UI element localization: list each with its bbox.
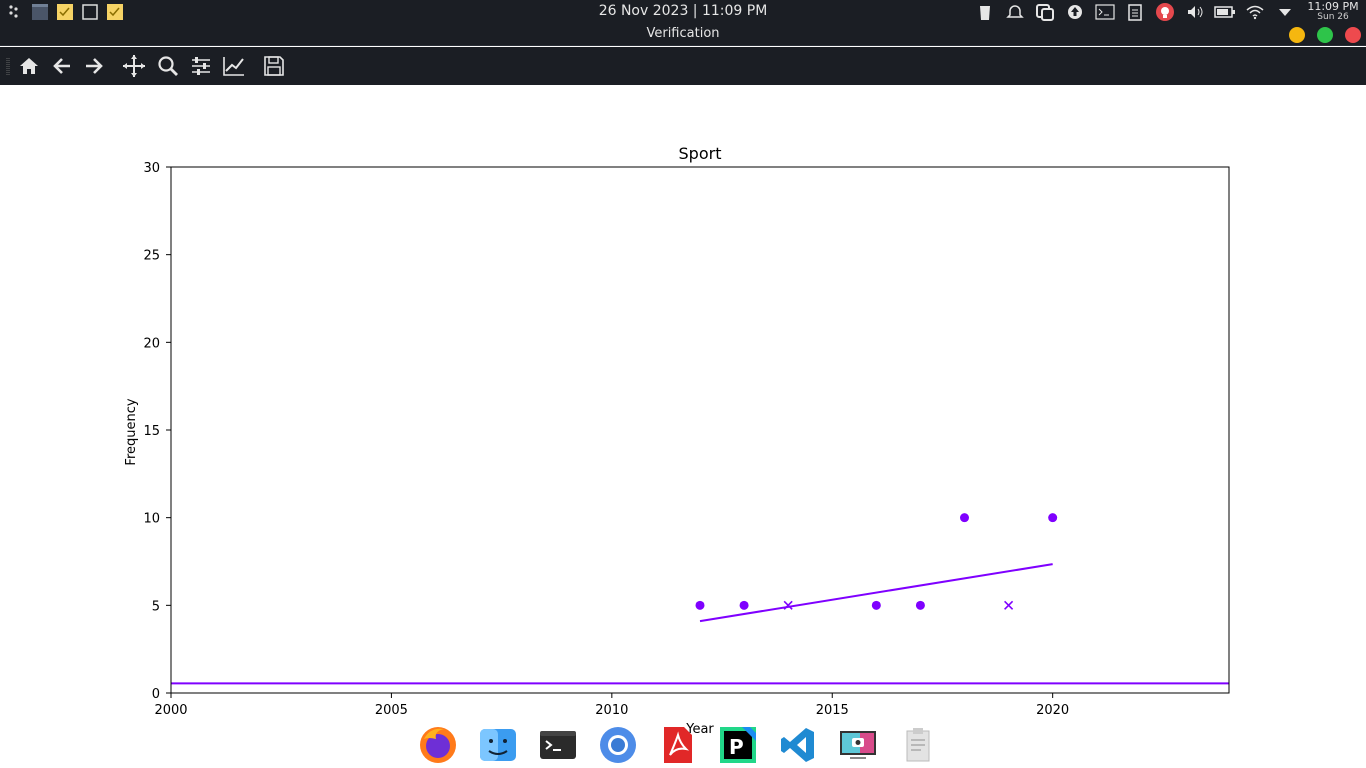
x-tick-label: 2010 — [595, 703, 628, 718]
zoom-icon[interactable] — [155, 53, 181, 79]
chart: Sport Year Frequency 2000 2005 2010 2015 202… — [124, 144, 1230, 737]
svg-text:P: P — [729, 735, 744, 759]
pdf-reader-icon[interactable] — [658, 725, 698, 765]
home-icon[interactable] — [16, 53, 42, 79]
configure-subplots-icon[interactable] — [188, 53, 214, 79]
forward-arrow-icon[interactable] — [81, 53, 107, 79]
terminal-icon[interactable] — [538, 725, 578, 765]
x-tick-label: 2015 — [816, 703, 849, 718]
pycharm-icon[interactable]: P — [718, 725, 758, 765]
maximize-button[interactable] — [1317, 27, 1333, 43]
volume-icon[interactable] — [1184, 2, 1206, 22]
firefox-icon[interactable] — [418, 725, 458, 765]
x-axis-label: Year — [685, 722, 714, 737]
window-icon[interactable] — [80, 2, 100, 22]
file-manager-icon[interactable] — [478, 725, 518, 765]
close-button[interactable] — [1345, 27, 1361, 43]
trash-icon[interactable] — [974, 2, 996, 22]
panel-clock-date: Sun 26 — [1317, 11, 1349, 22]
terminal-tray-icon[interactable] — [1094, 2, 1116, 22]
y-tick-label: 0 — [152, 687, 160, 702]
panel-clock[interactable]: 11:09 PM Sun 26 — [1304, 0, 1362, 22]
sticky-note-icon[interactable] — [105, 2, 125, 22]
toolbar-grip-icon[interactable] — [6, 58, 10, 76]
y-tick-label: 30 — [143, 161, 160, 176]
battery-icon[interactable] — [1214, 2, 1236, 22]
window-title: Verification — [646, 26, 720, 41]
y-axis-label: Frequency — [124, 398, 139, 465]
clipboard-icon[interactable] — [898, 725, 938, 765]
task-window-icon[interactable] — [30, 2, 50, 22]
plot-frame — [170, 166, 1230, 694]
data-point — [739, 600, 749, 610]
y-tick-label: 10 — [143, 512, 160, 527]
data-point — [695, 600, 705, 610]
caffeine-icon[interactable] — [1154, 2, 1176, 22]
chromium-icon[interactable] — [598, 725, 638, 765]
y-tick-label: 5 — [152, 599, 160, 614]
dock: P — [418, 722, 948, 768]
plot-toolbar — [0, 47, 1366, 85]
edit-axis-icon[interactable] — [221, 53, 247, 79]
y-tick-label: 15 — [143, 424, 160, 439]
data-point-x — [1004, 600, 1014, 610]
sticky-note-icon[interactable] — [55, 2, 75, 22]
wifi-icon[interactable] — [1244, 2, 1266, 22]
data-point-x — [783, 600, 793, 610]
figure-canvas[interactable]: Sport Year Frequency 2000 2005 2010 2015 202… — [0, 85, 1366, 768]
panel-datetime[interactable]: 26 Nov 2023 | 11:09 PM — [598, 3, 768, 19]
alarm-icon[interactable] — [1004, 2, 1026, 22]
data-point — [960, 513, 969, 523]
pan-icon[interactable] — [121, 53, 147, 79]
sync-icon[interactable] — [1034, 2, 1056, 22]
panel-clock-time: 11:09 PM — [1307, 0, 1359, 13]
clipboard-tray-icon[interactable] — [1124, 2, 1146, 22]
y-tick-label: 20 — [143, 336, 160, 351]
chevron-down-icon[interactable] — [1274, 2, 1296, 22]
x-tick-label: 2020 — [1036, 703, 1069, 718]
app-launcher-icon[interactable] — [5, 2, 25, 22]
data-point-x-stroke — [1004, 600, 1014, 610]
chart-title: Sport — [679, 144, 722, 163]
data-point — [915, 600, 925, 610]
trend-line — [699, 563, 1053, 623]
window-title-bar[interactable]: Verification — [0, 23, 1366, 46]
minimize-button[interactable] — [1289, 27, 1305, 43]
x-tick-label: 2005 — [375, 703, 408, 718]
data-point-x-stroke — [783, 600, 793, 610]
screenshot-icon[interactable] — [838, 725, 878, 765]
save-icon[interactable] — [261, 53, 287, 79]
y-tick-label: 25 — [143, 249, 160, 264]
vscode-icon[interactable] — [778, 725, 818, 765]
x-tick-label: 2000 — [154, 703, 187, 718]
update-icon[interactable] — [1064, 2, 1086, 22]
top-panel: 26 Nov 2023 | 11:09 PM — [0, 0, 1366, 23]
data-point — [1048, 513, 1058, 523]
data-point — [871, 600, 881, 610]
back-arrow-icon[interactable] — [49, 53, 75, 79]
